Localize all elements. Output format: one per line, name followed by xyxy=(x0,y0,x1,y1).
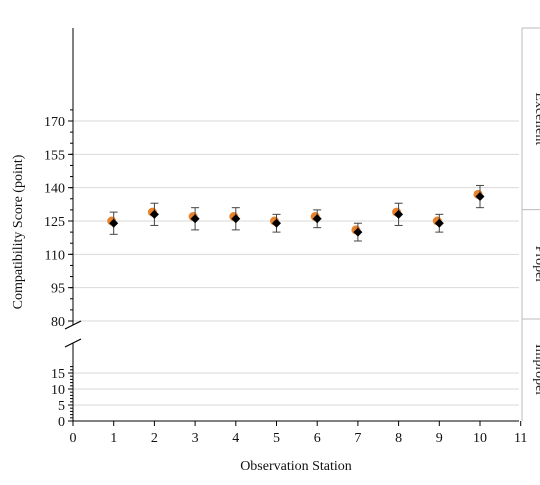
black-point xyxy=(190,214,200,224)
band-separators: Excellent Proper Improper xyxy=(521,27,540,421)
x-tick-label: 11 xyxy=(514,431,527,446)
black-point xyxy=(231,214,241,224)
x-tick-label: 8 xyxy=(395,431,402,446)
x-tick-label: 10 xyxy=(473,431,487,446)
x-tick-label: 1 xyxy=(110,431,117,446)
data-marks xyxy=(107,184,485,242)
black-point xyxy=(475,192,485,202)
band-label: Proper xyxy=(532,246,540,284)
axis-break-mark xyxy=(64,320,82,330)
x-tick-label: 9 xyxy=(436,431,443,446)
y-tick-label: 5 xyxy=(58,399,65,414)
axis-ticks xyxy=(68,109,522,426)
y-tick-label: 155 xyxy=(44,148,65,163)
grid-lines xyxy=(73,120,519,422)
y-tick-label: 15 xyxy=(51,367,65,382)
y-tick-label: 125 xyxy=(44,215,65,230)
x-tick-label: 7 xyxy=(354,431,361,446)
black-point xyxy=(353,227,363,237)
black-point xyxy=(272,218,281,228)
x-tick-label: 3 xyxy=(192,431,199,446)
band-label: Improper xyxy=(532,344,540,396)
y-tick-label: 140 xyxy=(44,182,65,197)
y-tick-label: 10 xyxy=(51,383,65,398)
x-axis-title: Observation Station xyxy=(240,459,352,474)
black-point xyxy=(394,209,404,219)
black-point xyxy=(312,214,322,224)
axes xyxy=(64,28,519,422)
black-point xyxy=(434,218,444,228)
black-point xyxy=(109,218,119,228)
x-tick-label: 6 xyxy=(314,431,321,446)
band-label: Excellent xyxy=(532,92,540,145)
axis-break-mark xyxy=(64,338,82,348)
x-tick-label: 0 xyxy=(70,431,77,446)
x-tick-label: 2 xyxy=(151,431,158,446)
y-tick-label: 110 xyxy=(45,248,65,263)
y-tick-label: 80 xyxy=(51,315,65,330)
x-tick-label: 4 xyxy=(232,431,239,446)
black-point xyxy=(149,209,159,219)
y-axis-title: Compatibility Score (point) xyxy=(11,154,26,309)
y-tick-label: 170 xyxy=(44,115,65,130)
x-tick-label: 5 xyxy=(273,431,280,446)
y-tick-label: 0 xyxy=(58,415,65,430)
y-tick-label: 95 xyxy=(51,282,65,297)
